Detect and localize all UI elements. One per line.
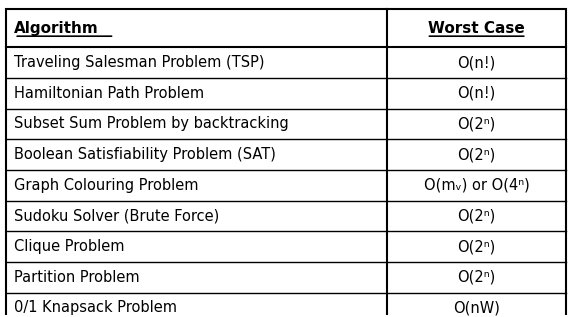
Text: Traveling Salesman Problem (TSP): Traveling Salesman Problem (TSP) xyxy=(14,55,265,70)
Text: Partition Problem: Partition Problem xyxy=(14,270,140,285)
Text: O(2ⁿ): O(2ⁿ) xyxy=(458,270,496,285)
Text: O(n!): O(n!) xyxy=(458,55,496,70)
Text: Algorithm: Algorithm xyxy=(14,21,99,36)
Text: O(2ⁿ): O(2ⁿ) xyxy=(458,116,496,132)
Text: O(n!): O(n!) xyxy=(458,86,496,101)
Text: Sudoku Solver (Brute Force): Sudoku Solver (Brute Force) xyxy=(14,209,220,223)
Text: Clique Problem: Clique Problem xyxy=(14,239,125,254)
Text: 0/1 Knapsack Problem: 0/1 Knapsack Problem xyxy=(14,301,177,315)
Text: Graph Colouring Problem: Graph Colouring Problem xyxy=(14,178,199,193)
Text: O(mᵥ) or O(4ⁿ): O(mᵥ) or O(4ⁿ) xyxy=(424,178,530,193)
Text: Worst Case: Worst Case xyxy=(428,21,525,36)
Text: Subset Sum Problem by backtracking: Subset Sum Problem by backtracking xyxy=(14,116,289,132)
Text: O(2ⁿ): O(2ⁿ) xyxy=(458,239,496,254)
Text: O(2ⁿ): O(2ⁿ) xyxy=(458,209,496,223)
Text: Hamiltonian Path Problem: Hamiltonian Path Problem xyxy=(14,86,204,101)
Text: O(2ⁿ): O(2ⁿ) xyxy=(458,147,496,162)
Text: O(nW): O(nW) xyxy=(453,301,500,315)
Text: Boolean Satisfiability Problem (SAT): Boolean Satisfiability Problem (SAT) xyxy=(14,147,276,162)
